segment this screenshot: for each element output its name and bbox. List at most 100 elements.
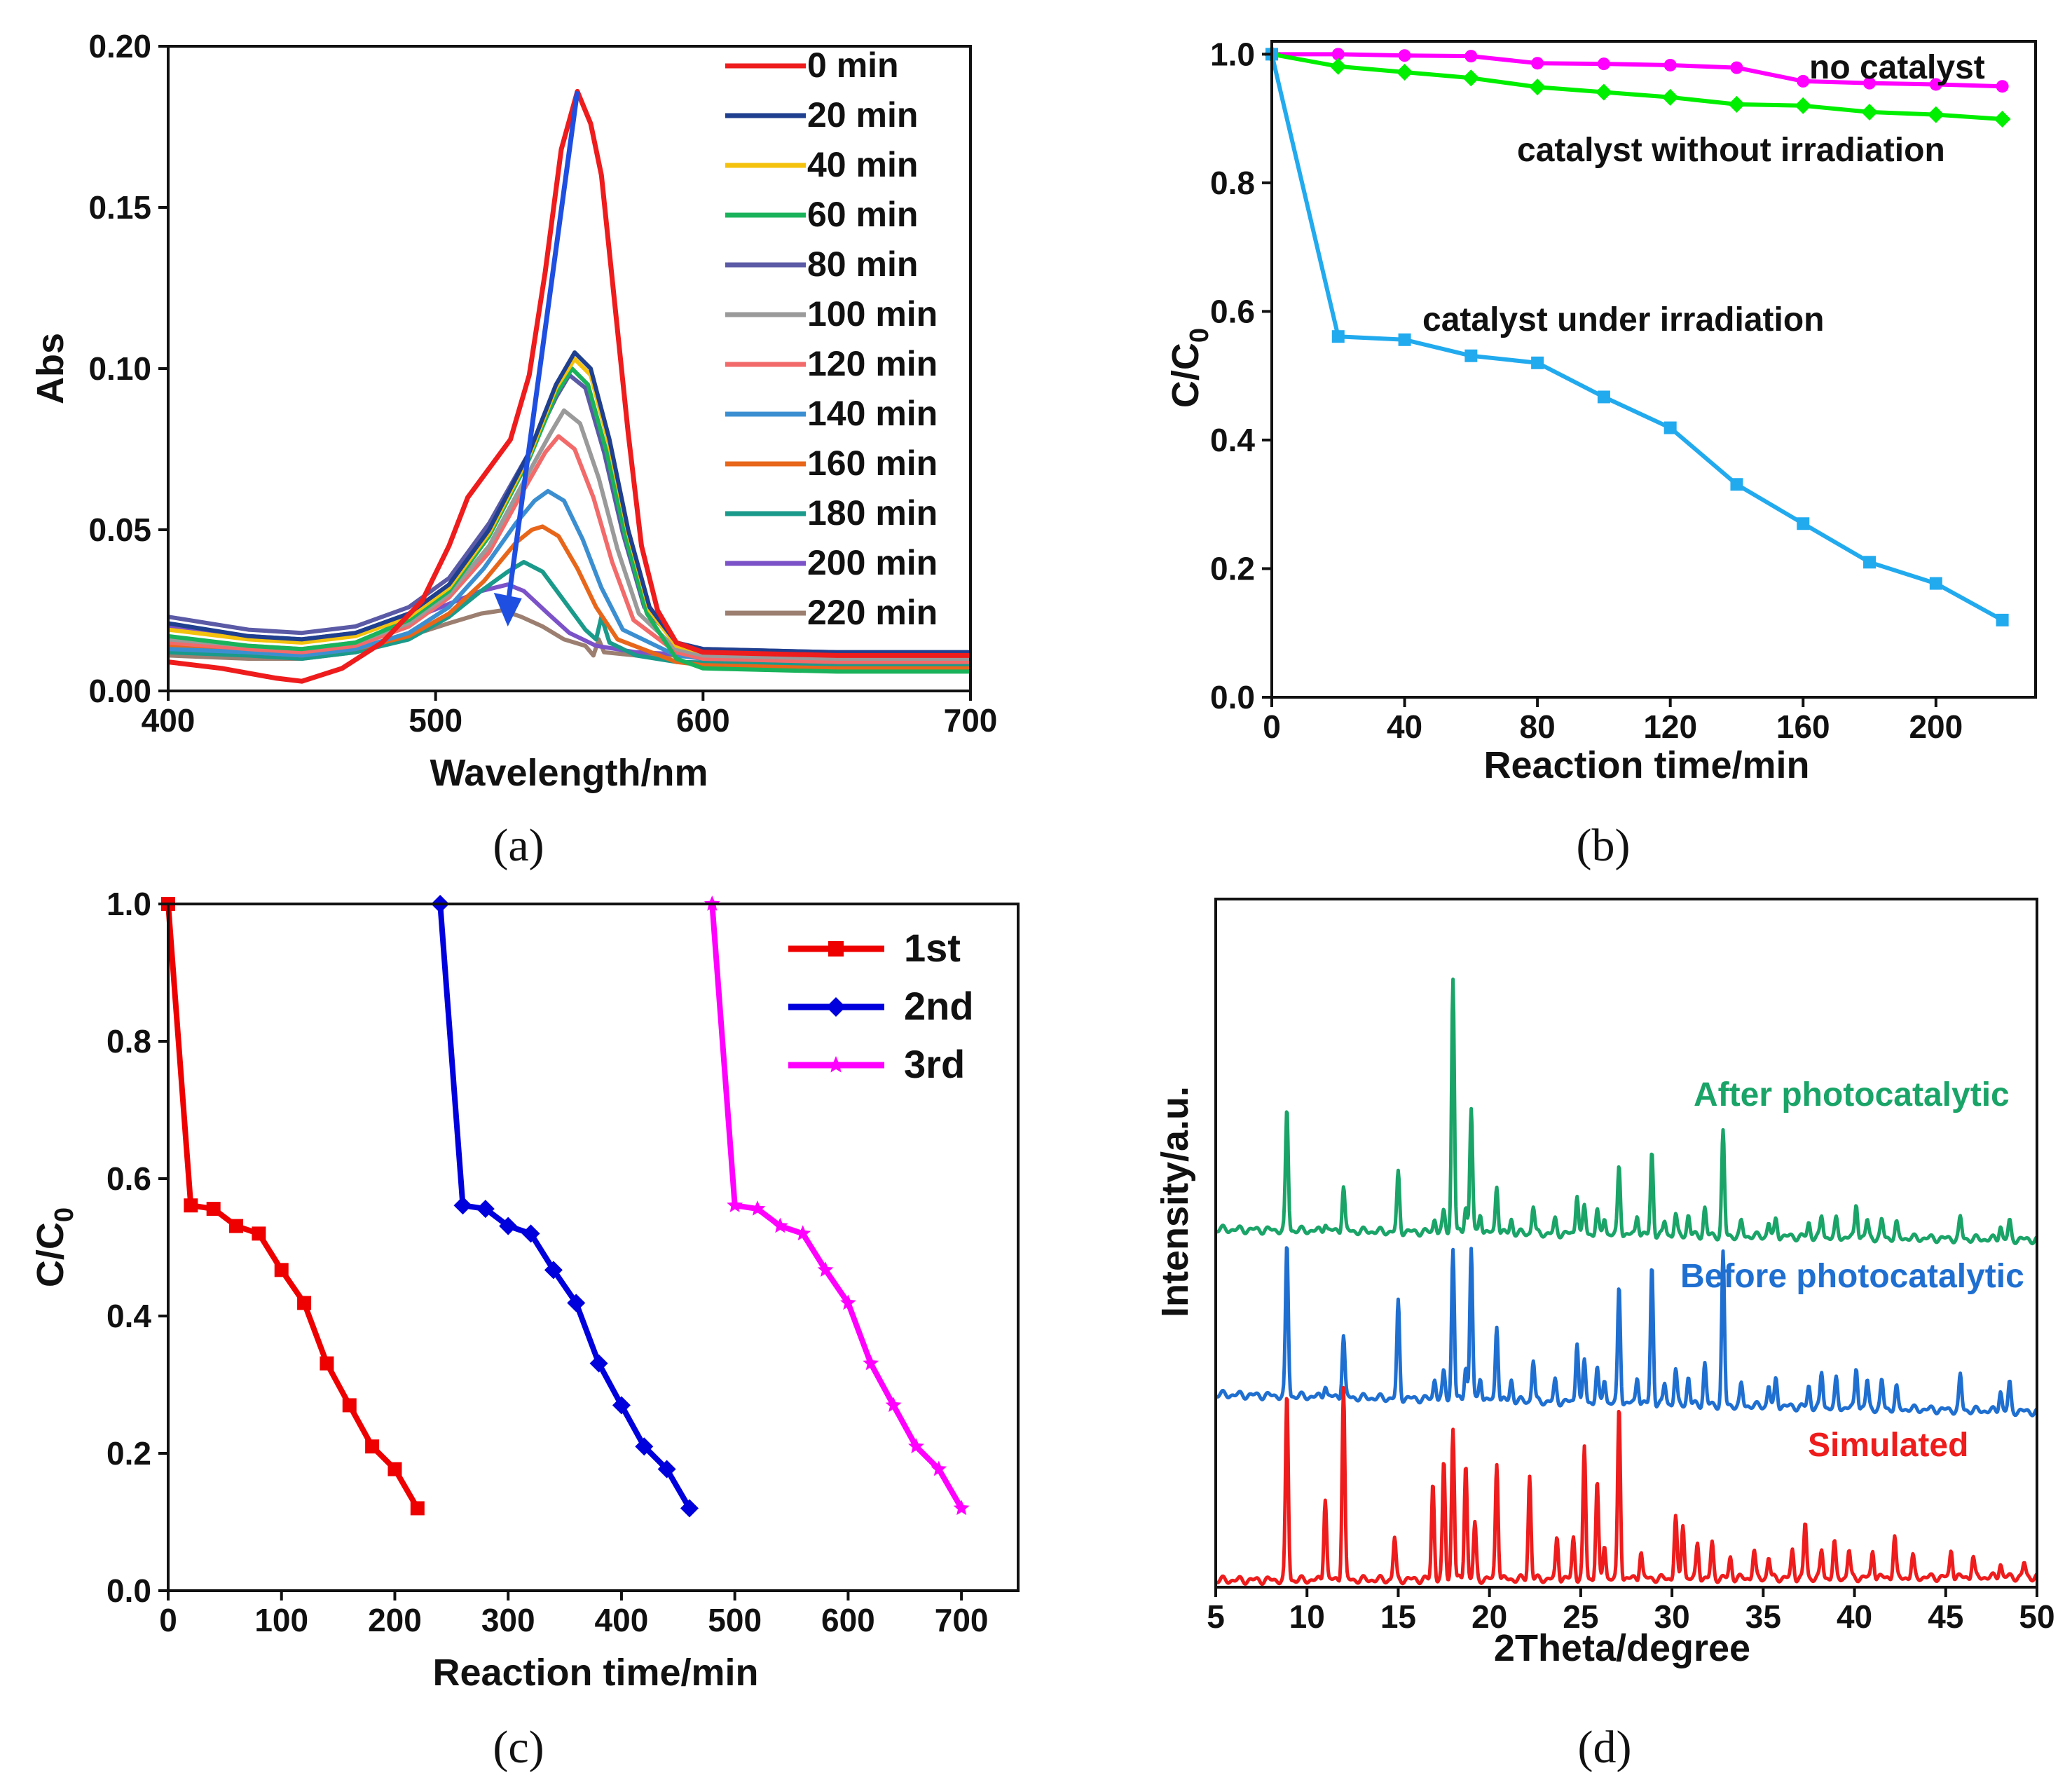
panel-a-xtick-label: 700 [944, 702, 998, 739]
panel-c-cycling-test: 0 100 200 300 400 500 600 700 0.0 0.2 0.4 0.6 0.8 1.0… [29, 886, 1020, 1773]
label-simulated: Simulated [1808, 1427, 1968, 1464]
data-point-marker [229, 1219, 244, 1233]
panel-d-xtick-label: 5 [1207, 1598, 1225, 1635]
panel-b-xlabel: Reaction time/min [1483, 744, 1809, 786]
data-point-marker [476, 1200, 495, 1219]
panel-d-xtick-label: 15 [1380, 1598, 1416, 1635]
data-point-marker [863, 1355, 879, 1371]
panel-a-ytick-label: 0.10 [88, 350, 151, 387]
data-point-marker [680, 1499, 699, 1518]
data-point-marker [1728, 95, 1745, 113]
data-point-marker [1331, 330, 1345, 343]
data-point-marker [1531, 57, 1544, 70]
panel-b-xtick-label: 120 [1643, 708, 1697, 745]
label-before-photocatalytic: Before photocatalytic [1680, 1258, 2024, 1295]
panel-d-xlabel: 2Theta/degree [1494, 1627, 1750, 1669]
data-point-marker [320, 1356, 334, 1371]
data-point-marker [657, 1460, 676, 1479]
legend-label: 60 min [807, 195, 918, 234]
legend-label: 140 min [807, 394, 938, 433]
data-point-marker [771, 1217, 788, 1233]
spectrum-40-min [167, 357, 970, 658]
panel-c-xtick-label: 700 [935, 1602, 989, 1638]
data-point-marker [817, 1261, 834, 1277]
data-point-marker [1331, 48, 1345, 61]
data-point-marker [1663, 58, 1677, 71]
panel-c-xtick-label: 600 [821, 1602, 875, 1638]
panel-a-xtick-label: 400 [142, 702, 195, 739]
data-point-marker [1929, 577, 1942, 590]
panel-c-xlabel: Reaction time/min [432, 1652, 758, 1694]
data-point-marker [795, 1225, 811, 1241]
annotation-catalyst-without-irradiation: catalyst without irradiation [1517, 132, 1945, 169]
panel-a-ylabel: Abs [29, 333, 71, 404]
panel-c-xtick-label: 100 [254, 1602, 308, 1638]
panel-a-caption: (a) [493, 820, 544, 871]
data-point-marker [1464, 349, 1478, 362]
panel-b-ytick-label: 0.6 [1210, 293, 1255, 329]
data-point-marker [1597, 390, 1610, 404]
data-point-marker [1595, 83, 1612, 101]
panel-c-xtick-label: 400 [595, 1602, 649, 1638]
decay-arrow-shaft [505, 90, 580, 606]
panel-b-ytick-label: 1.0 [1210, 36, 1255, 72]
panel-c-ticks: 0 100 200 300 400 500 600 700 0.0 0.2 0.4 0.6 0.8 1.0 [107, 886, 988, 1638]
data-point-marker [1396, 64, 1413, 81]
data-point-marker [567, 1294, 586, 1312]
data-point-marker [1398, 333, 1411, 346]
panel-a-xtick-label: 500 [409, 702, 462, 739]
spectrum-0-min [167, 88, 970, 684]
legend-label: 20 min [807, 95, 918, 135]
data-point-marker [612, 1396, 631, 1415]
panel-c-ytick-label: 1.0 [107, 886, 151, 922]
data-point-marker [387, 1462, 402, 1476]
legend-label: 100 min [807, 294, 938, 334]
panel-d-xtick-label: 45 [1928, 1598, 1963, 1635]
legend-label: 1st [904, 926, 961, 970]
series-line-2nd [437, 903, 692, 1510]
panel-c-frame [167, 903, 1020, 1592]
data-point-marker [521, 1224, 540, 1243]
panel-b-caption: (b) [1577, 820, 1631, 871]
legend-swatch-marker [828, 941, 844, 957]
data-point-marker [1329, 57, 1347, 75]
data-point-marker [342, 1398, 357, 1413]
panel-c-ytick-label: 0.4 [107, 1298, 151, 1334]
panel-a-ytick-label: 0.20 [88, 28, 151, 64]
data-point-marker [749, 1200, 766, 1216]
data-point-marker [1994, 111, 2011, 128]
data-point-marker [410, 1501, 425, 1516]
data-point-marker [1863, 556, 1877, 569]
data-point-marker [727, 1197, 743, 1212]
xrd-pattern-before [1214, 1246, 2038, 1418]
panel-b-xtick-label: 80 [1520, 708, 1556, 745]
data-point-marker [885, 1397, 902, 1413]
data-point-marker [297, 1296, 312, 1310]
data-point-marker [931, 1460, 947, 1476]
data-point-marker [453, 1196, 472, 1215]
panel-b-ytick-label: 0.0 [1210, 679, 1255, 715]
data-point-marker [1797, 74, 1810, 88]
panel-b-ticks: 0 40 80 120 160 200 0.0 0.2 0.4 0.6 0.8 1.0 [1210, 36, 1963, 745]
panel-b-degradation-curves: 0 40 80 120 160 200 0.0 0.2 0.4 0.6 0.8 1.0 C/C0 Re… [1165, 36, 2037, 871]
series-line [1270, 53, 2004, 622]
panel-d-xtick-label: 50 [2019, 1598, 2054, 1635]
data-point-marker [184, 1198, 198, 1213]
panel-a-uv-vis-spectra: 400 500 600 700 0.00 0.05 0.10 0.15 0.20 Abs Wav… [29, 28, 997, 871]
panel-a-ytick-label: 0.00 [88, 673, 151, 709]
legend-swatch-marker [826, 997, 846, 1017]
data-point-marker [1464, 50, 1478, 63]
series-line [1272, 52, 2003, 89]
data-point-marker [1730, 478, 1743, 491]
panel-a-xtick-label: 600 [676, 702, 730, 739]
data-point-marker [1996, 80, 2009, 93]
panel-a-ticks: 400 500 600 700 0.00 0.05 0.10 0.15 0.20 [88, 28, 997, 739]
data-point-marker [1795, 97, 1812, 114]
panel-c-legend: 1st 2nd 3rd [788, 926, 974, 1086]
data-point-marker [252, 1226, 266, 1241]
data-point-marker [206, 1202, 221, 1216]
panel-c-xtick-label: 300 [481, 1602, 535, 1638]
panel-c-ytick-label: 0.8 [107, 1023, 151, 1060]
data-point-marker [908, 1438, 924, 1453]
